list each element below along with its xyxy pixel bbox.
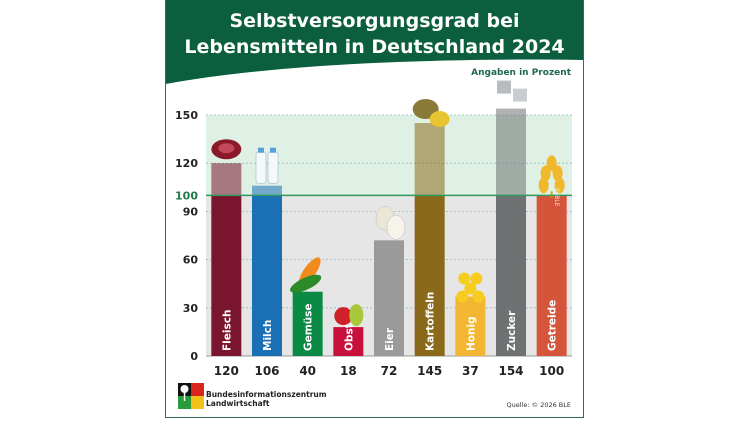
y-tick-label: 150: [175, 109, 198, 122]
source-note: Quelle: © 2026 BLE: [506, 401, 571, 409]
y-tick-label: 0: [190, 350, 198, 363]
value-label: 120: [214, 364, 239, 378]
bar-getreide: [536, 195, 567, 356]
sugar-cubes-icon: [497, 80, 527, 102]
value-label: 154: [498, 364, 523, 378]
org-line-2: Landwirtschaft: [206, 399, 270, 408]
y-tick-label: 120: [175, 157, 198, 170]
pear: [349, 304, 364, 327]
wheat-grain: [552, 165, 563, 182]
potato-cut: [429, 111, 450, 128]
blz-logo: [178, 383, 204, 409]
value-label: 37: [462, 364, 479, 378]
value-label: 40: [299, 364, 316, 378]
meat-icon: [211, 139, 242, 160]
title-line-2: Lebensmitteln in Deutschland 2024: [184, 36, 565, 58]
unit-note: Angaben in Prozent: [471, 68, 571, 78]
bottle: [255, 151, 267, 184]
bar-label: Milch: [262, 320, 274, 351]
y-tick-label: 100: [175, 189, 198, 202]
bar-label: Gemüse: [303, 303, 315, 351]
bar-milch: [252, 195, 282, 356]
wheat-grain: [554, 177, 565, 194]
bar-label: Eier: [384, 327, 396, 351]
honey-drop: [472, 290, 485, 303]
bar-label: Kartoffeln: [425, 292, 437, 351]
bar-fleisch: [211, 195, 242, 356]
organization-name: Bundesinformationszentrum Landwirtschaft: [206, 390, 327, 408]
value-label: 72: [381, 364, 398, 378]
bottle-cap: [258, 147, 264, 153]
wheat-grain: [538, 177, 549, 194]
value-label: 145: [417, 364, 442, 378]
infographic-card: Selbstversorgungsgrad bei Lebensmitteln …: [165, 0, 584, 418]
bar-kartoffeln: [414, 195, 445, 356]
wheat-stem: [550, 191, 553, 198]
bar-eier: [374, 240, 404, 356]
honey-drop: [458, 272, 471, 285]
bottle-cap: [270, 147, 276, 153]
bar-label: Fleisch: [221, 310, 233, 351]
chart-title: Selbstversorgungsgrad bei Lebensmitteln …: [166, 8, 583, 60]
bar-chart: 0 30 60 90 100 120 150 Fleisch 120 Milch 106 Gemüse…: [175, 80, 572, 378]
wheat-grain: [540, 165, 551, 182]
bar-above-100-fleisch: [211, 163, 242, 196]
bar-honig: [455, 296, 486, 356]
eggs-icon: [375, 206, 406, 240]
bar-label: Obst: [343, 323, 355, 351]
y-tick-label: 90: [183, 205, 199, 218]
apple-pear-icon: [334, 304, 364, 327]
bar-gemüse: [292, 291, 323, 356]
value-label: 106: [254, 364, 279, 378]
cucumber-carrot-icon: [290, 257, 322, 293]
value-label: 100: [539, 364, 564, 378]
milk-bottles-icon: [255, 147, 279, 184]
sugar-cube: [497, 80, 511, 94]
bar-label: Zucker: [506, 310, 518, 351]
apple: [334, 307, 353, 326]
bar-above-100-milch: [252, 185, 282, 196]
bar-obst: [333, 327, 364, 356]
value-label: 18: [340, 364, 357, 378]
org-line-1: Bundesinformationszentrum: [206, 390, 327, 399]
y-tick-label: 30: [183, 302, 199, 315]
honey-drop: [464, 282, 477, 295]
honey-drop: [456, 290, 469, 303]
bottle: [267, 151, 279, 184]
bar-zucker: [496, 195, 526, 356]
bar-above-100-kartoffeln: [414, 123, 445, 196]
honey-drop: [470, 272, 483, 285]
sugar-cube: [513, 88, 527, 102]
y-tick-label: 60: [183, 254, 199, 267]
copyright-mark: © BLE: [553, 187, 560, 206]
title-line-1: Selbstversorgungsgrad bei: [229, 10, 520, 32]
cucumber: [290, 274, 322, 293]
header-band: [166, 0, 583, 84]
wheat-icon: [538, 155, 565, 198]
bar-label: Honig: [465, 316, 477, 351]
potatoes-icon: [412, 99, 450, 128]
wheat-grain: [546, 155, 557, 172]
honey-icon: [456, 272, 485, 303]
bar-label: Getreide: [547, 300, 559, 351]
bar-above-100-zucker: [496, 108, 526, 196]
meat-fat: [218, 143, 235, 154]
egg: [386, 215, 406, 240]
